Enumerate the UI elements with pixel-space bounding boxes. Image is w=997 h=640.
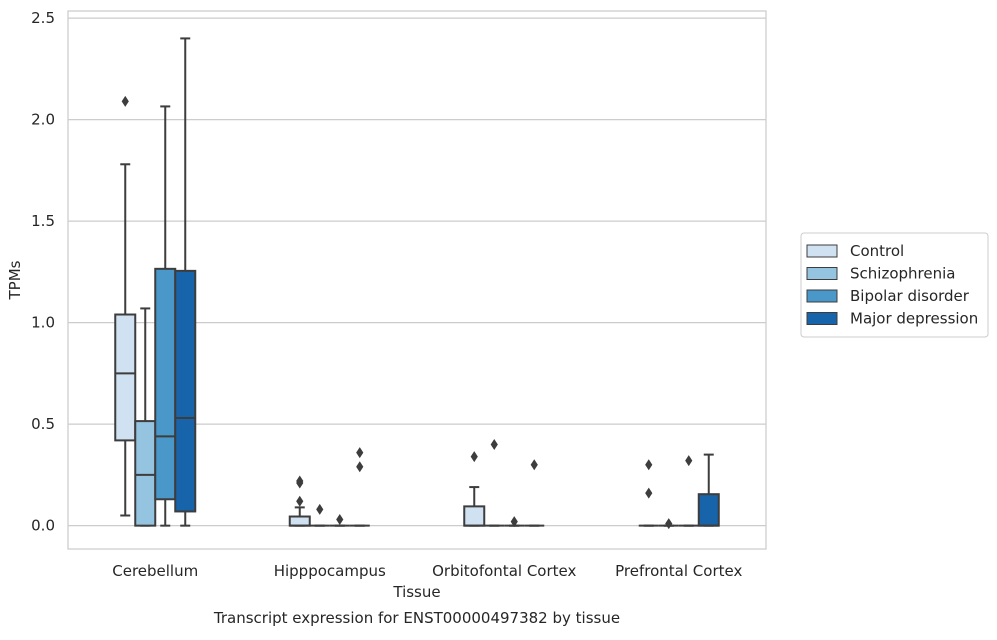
- outlier-point: [645, 487, 653, 499]
- outlier-point: [121, 95, 129, 107]
- iqr-box: [154, 267, 177, 501]
- y-tick-label: 0.0: [31, 517, 55, 535]
- iqr-box: [174, 269, 197, 513]
- box-bipolar-disorder: [678, 455, 699, 527]
- outlier-point: [510, 516, 518, 528]
- outlier-point: [336, 514, 344, 526]
- box-schizophrenia: [658, 518, 679, 530]
- box-major-depression: [524, 459, 545, 527]
- outlier-point: [645, 459, 653, 471]
- legend-label: Major depression: [850, 310, 978, 328]
- x-tick-label: Orbitofontal Cortex: [432, 562, 576, 580]
- legend-swatch: [806, 267, 838, 280]
- box-major-depression: [349, 447, 370, 527]
- plot-frame: [67, 10, 767, 550]
- x-tick-label: Cerebellum: [112, 562, 198, 580]
- box-control: [114, 95, 137, 517]
- box-control: [288, 475, 311, 527]
- x-tick-label: Hipppocampus: [274, 562, 386, 580]
- iqr-box: [114, 313, 137, 442]
- figure-caption: Transcript expression for ENST0000049738…: [213, 609, 620, 627]
- y-tick-label: 0.5: [31, 415, 55, 433]
- y-axis-ticks: 0.0 0.5 1.0 1.5 2.0 2.5: [31, 9, 55, 535]
- box-control: [638, 459, 659, 527]
- box-bipolar-disorder: [329, 514, 350, 527]
- iqr-box: [463, 505, 486, 527]
- box-schizophrenia: [309, 503, 330, 527]
- outlier-point: [530, 459, 538, 471]
- iqr-box: [134, 420, 157, 527]
- box-bipolar-disorder: [504, 516, 525, 528]
- legend-swatch: [806, 312, 838, 325]
- outlier-point: [490, 438, 498, 450]
- outlier-point: [356, 461, 364, 473]
- outlier-point: [470, 451, 478, 463]
- plot-area: [114, 37, 720, 530]
- outlier-point: [296, 495, 304, 507]
- y-tick-label: 2.0: [31, 111, 55, 129]
- box-major-depression: [174, 37, 197, 527]
- y-tick-label: 1.0: [31, 314, 55, 332]
- outlier-point: [296, 475, 304, 487]
- box-major-depression: [697, 453, 720, 527]
- iqr-box: [288, 515, 311, 527]
- box-control: [463, 451, 486, 527]
- outlier-point: [316, 503, 324, 515]
- iqr-box: [697, 493, 720, 527]
- outlier-point: [685, 455, 693, 467]
- y-tick-label: 1.5: [31, 212, 55, 230]
- legend-swatch: [806, 289, 838, 303]
- x-axis-label: Tissue: [392, 583, 440, 601]
- legend-swatch: [806, 244, 838, 258]
- outlier-point: [665, 518, 673, 530]
- box-bipolar-disorder: [154, 105, 177, 527]
- y-axis-label: TPMs: [6, 260, 24, 300]
- legend-frame: [800, 232, 989, 338]
- outlier-point: [356, 447, 364, 459]
- legend-label: Bipolar disorder: [850, 287, 970, 305]
- x-tick-label: Prefrontal Cortex: [615, 562, 742, 580]
- legend: Control Schizophrenia Bipolar disorder Majo…: [800, 232, 989, 338]
- y-tick-label: 2.5: [31, 9, 55, 27]
- legend-label: Schizophrenia: [850, 265, 955, 283]
- legend-label: Control: [850, 242, 904, 260]
- box-schizophrenia: [484, 438, 505, 527]
- x-axis-ticks: Cerebellum Hipppocampus Orbitofontal Corte…: [112, 562, 742, 580]
